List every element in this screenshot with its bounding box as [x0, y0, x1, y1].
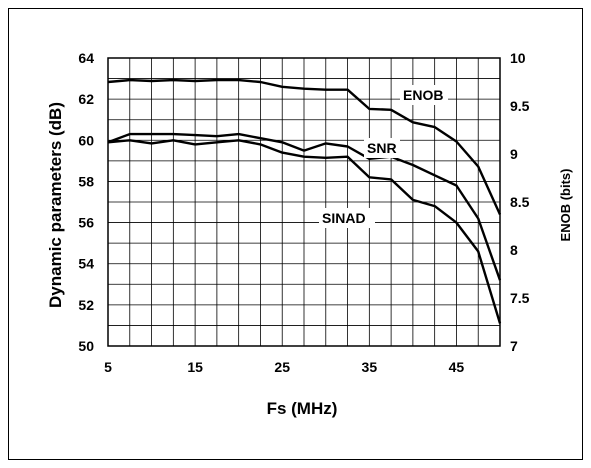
y2-tick-label: 9	[510, 146, 518, 162]
y-tick-label: 54	[78, 256, 94, 272]
series-lines	[107, 78, 502, 324]
y2-tick-label: 8.5	[510, 194, 530, 210]
y2-tick-label: 9.5	[510, 98, 530, 114]
y-tick-label: 64	[78, 50, 94, 66]
grid	[107, 57, 501, 347]
annotation-backing	[364, 138, 400, 158]
y-tick-label: 58	[78, 173, 94, 189]
series-line-sinad	[107, 139, 502, 324]
x-tick-label: 45	[449, 359, 465, 375]
y2-axis-label: ENOB (bits)	[558, 169, 573, 242]
x-tick-label: 5	[104, 359, 112, 375]
y-tick-label: 50	[78, 338, 94, 354]
x-tick-label: 15	[187, 359, 203, 375]
series-line-enob	[107, 78, 502, 215]
y-tick-label: 52	[78, 297, 94, 313]
outer-frame	[8, 8, 583, 460]
y2-tick-label: 8	[510, 242, 518, 258]
annotation-label-snr: SNR	[367, 140, 397, 156]
x-tick-label: 35	[362, 359, 378, 375]
annotation-backing	[319, 208, 375, 228]
annotation-backing	[400, 85, 448, 105]
y2-tick-label: 7	[510, 338, 518, 354]
y2-tick-label: 7.5	[510, 290, 530, 306]
tick-labels: 5 15 25 35 45 50 52 54 56 58 60 62 64 7 7.5 8 8.5 9 9.5 10	[78, 50, 529, 375]
series-line-snr	[107, 132, 502, 281]
series-annotations: ENOB SNR SINAD	[319, 85, 448, 228]
x-tick-label: 25	[274, 359, 290, 375]
y-axis-label: Dynamic parameters (dB)	[46, 102, 65, 308]
y2-tick-label: 10	[510, 50, 526, 66]
annotation-label-sinad: SINAD	[322, 210, 366, 226]
y-tick-label: 56	[78, 215, 94, 231]
y-tick-label: 62	[78, 91, 94, 107]
y-tick-label: 60	[78, 132, 94, 148]
x-axis-label: Fs (MHz)	[267, 399, 338, 418]
plot-area-border	[107, 57, 501, 347]
annotation-label-enob: ENOB	[403, 87, 443, 103]
